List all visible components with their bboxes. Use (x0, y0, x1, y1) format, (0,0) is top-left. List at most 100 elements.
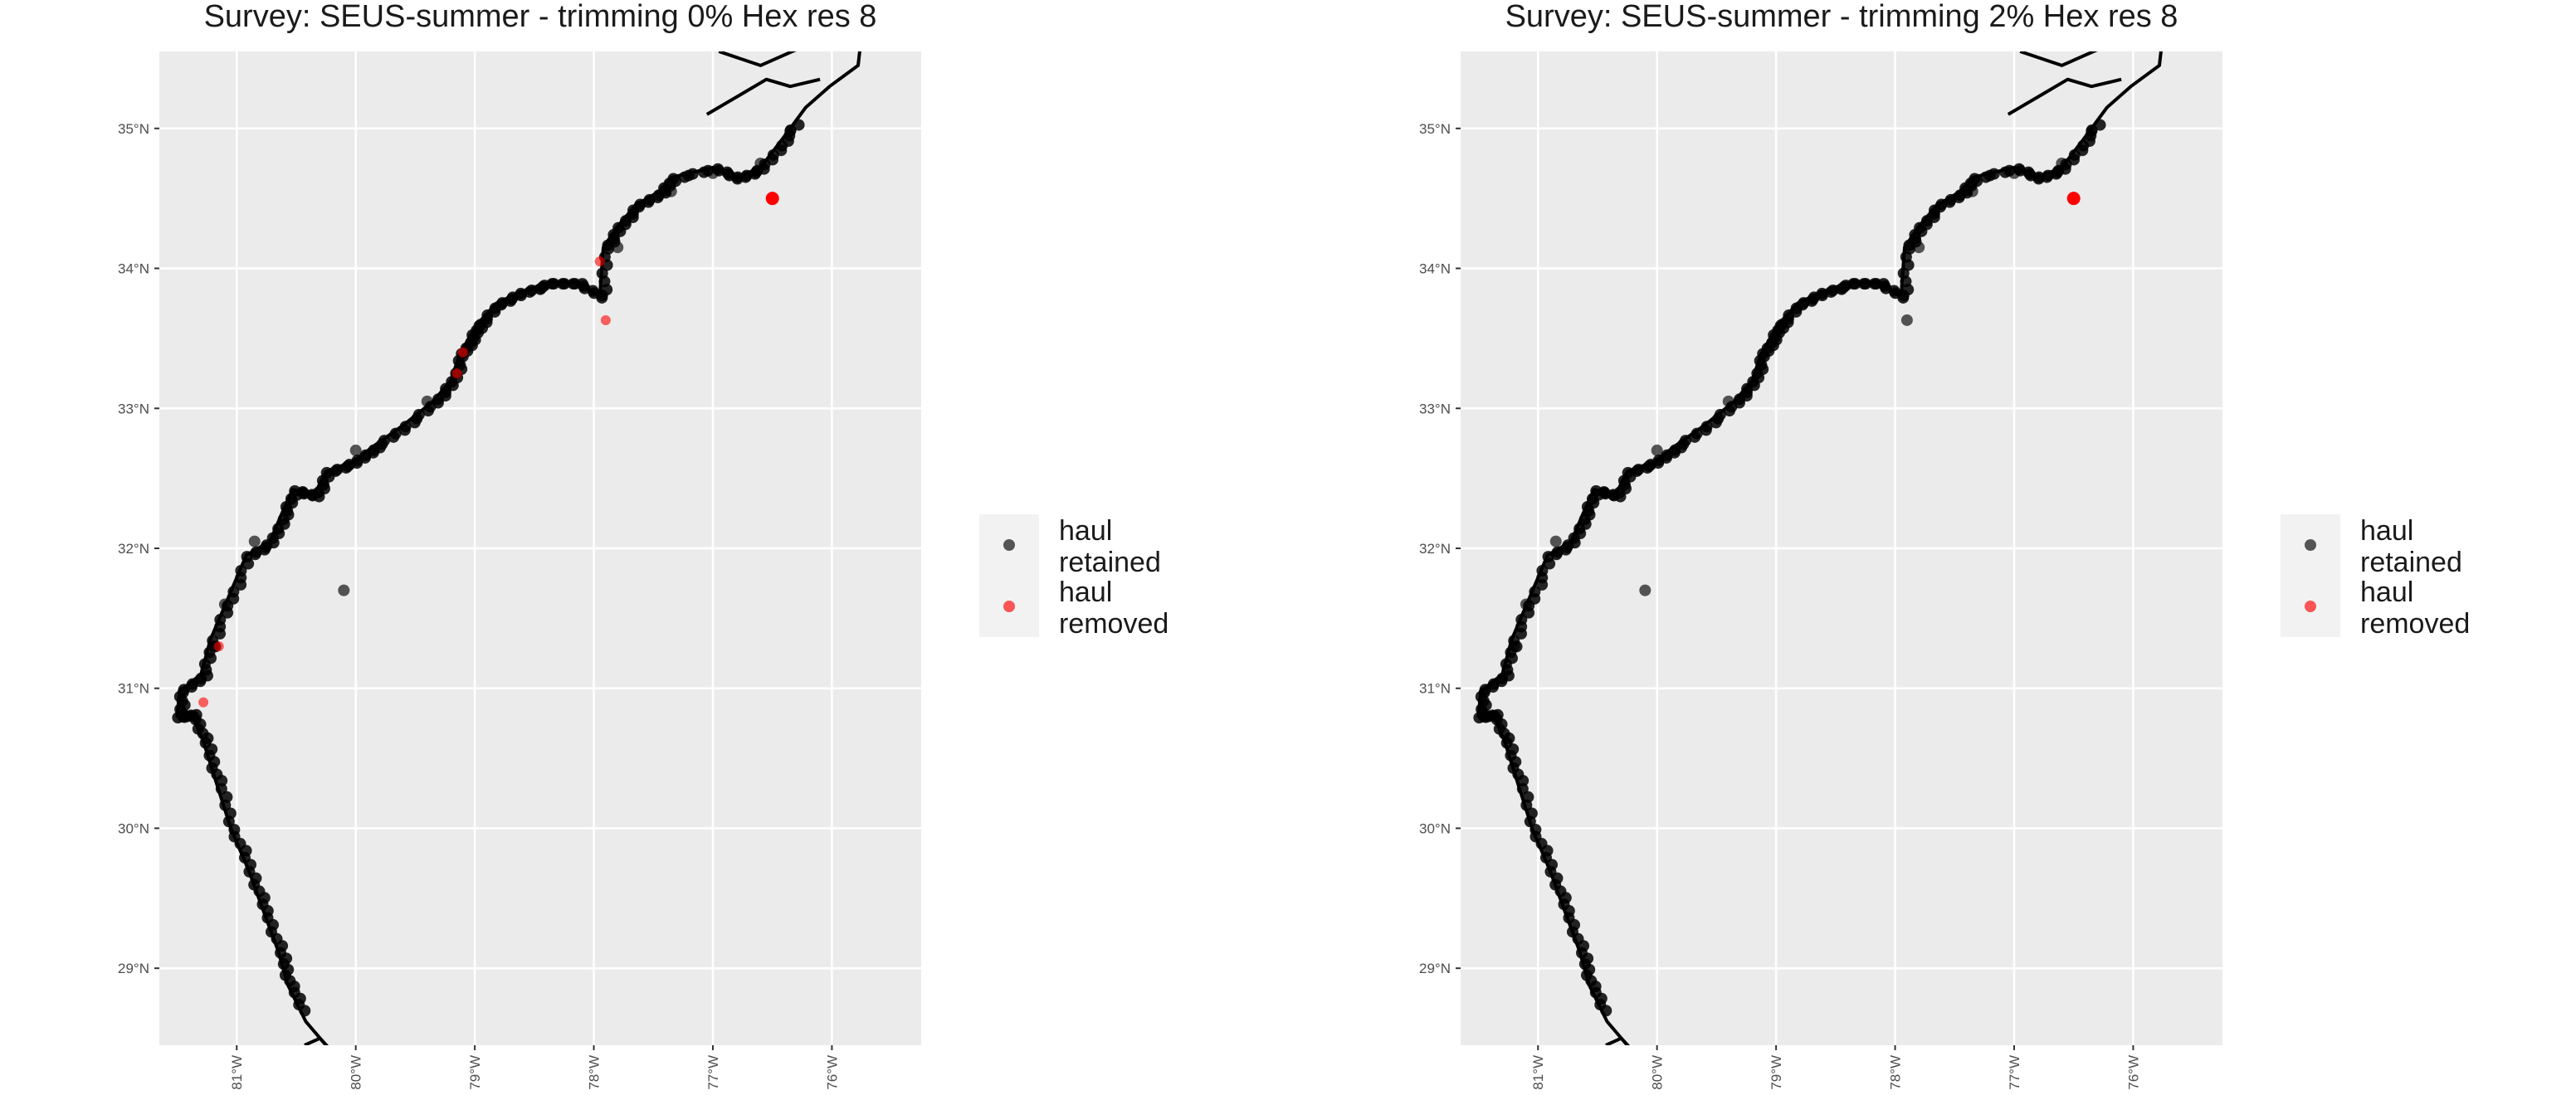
panel-title: Survey: SEUS-summer - trimming 2% Hex re… (1505, 0, 2178, 34)
lat-tick-label: 29°N (1419, 961, 1451, 976)
haul-point-retained (349, 444, 362, 456)
haul-point-removed (457, 347, 468, 358)
lon-tick-label: 76°W (2125, 1055, 2141, 1090)
haul-point-removed (600, 314, 611, 325)
map-panel-1: Survey: SEUS-summer - trimming 0% Hex re… (118, 0, 1168, 1090)
haul-point-retained (227, 586, 240, 598)
map-panel-2: Survey: SEUS-summer - trimming 2% Hex re… (1419, 0, 2470, 1090)
haul-point-retained (1816, 287, 1828, 299)
haul-point-retained (667, 173, 680, 185)
haul-point-retained (320, 466, 333, 479)
haul-point-retained (1522, 791, 1534, 803)
haul-point-retained (1722, 395, 1734, 407)
haul-point-retained (224, 807, 237, 820)
lat-tick-label: 31°N (1419, 681, 1451, 697)
lon-tick-label: 78°W (1888, 1055, 1904, 1090)
legend-label: haul (2360, 577, 2413, 608)
lat-tick-label: 34°N (1419, 261, 1451, 277)
haul-point-retained (1836, 283, 1847, 295)
coastline-feature (2019, 51, 2098, 67)
lon-tick-label: 81°W (1530, 1055, 1546, 1090)
haul-point-retained (1516, 782, 1529, 795)
haul-point-retained (534, 283, 546, 295)
haul-point-retained (1700, 421, 1713, 433)
lat-tick-label: 30°N (1419, 820, 1451, 836)
lon-tick-label: 77°W (2007, 1055, 2022, 1090)
haul-point-retained (548, 278, 560, 290)
lon-tick-label: 79°W (467, 1055, 483, 1090)
haul-point-retained (1529, 586, 1541, 598)
legend-label: removed (1059, 608, 1168, 640)
haul-point-removed (765, 192, 779, 206)
haul-point-retained (559, 278, 571, 290)
lon-tick-label: 78°W (587, 1055, 603, 1090)
map-layer (172, 51, 861, 1045)
haul-point-retained (706, 167, 719, 179)
haul-point-retained (1860, 278, 1872, 290)
haul-point-retained (331, 463, 344, 475)
legend-key-retained (2305, 539, 2316, 551)
haul-point-retained (1849, 278, 1861, 290)
lat-tick-label: 33°N (1419, 401, 1451, 416)
haul-point-retained (475, 319, 487, 331)
haul-point-retained (1690, 427, 1703, 440)
lat-tick-label: 35°N (118, 121, 149, 137)
haul-point-retained (1639, 584, 1651, 596)
haul-point-retained (421, 395, 433, 407)
haul-point-retained (1969, 173, 1981, 185)
haul-point-retained (1525, 807, 1538, 820)
haul-point-retained (221, 791, 233, 803)
haul-point-removed (594, 256, 605, 267)
haul-point-retained (2094, 119, 2106, 131)
lat-tick-label: 32°N (118, 541, 149, 557)
lat-tick-label: 34°N (118, 261, 149, 277)
lon-tick-label: 80°W (349, 1055, 364, 1090)
lat-tick-label: 33°N (118, 401, 149, 416)
lon-tick-label: 77°W (705, 1055, 721, 1090)
haul-point-retained (235, 564, 247, 577)
haul-point-removed (2066, 192, 2081, 206)
haul-point-retained (248, 535, 261, 548)
haul-point-retained (1776, 319, 1788, 331)
haul-point-retained (1714, 408, 1726, 421)
haul-point-retained (412, 408, 425, 421)
lon-tick-label: 76°W (824, 1055, 840, 1090)
legend-key-retained (1003, 539, 1015, 551)
haul-point-removed (213, 641, 224, 652)
haul-point-retained (784, 125, 797, 138)
haul-point-retained (686, 168, 699, 180)
haul-point-retained (1536, 564, 1549, 577)
lat-tick-label: 31°N (118, 681, 149, 697)
haul-point-retained (1508, 640, 1520, 653)
coastline-feature (718, 51, 797, 67)
legend-key-removed (1003, 601, 1015, 612)
haul-point-retained (525, 284, 538, 296)
haul-point-retained (228, 824, 241, 836)
lon-tick-label: 81°W (229, 1055, 245, 1090)
haul-point-retained (1520, 598, 1532, 611)
haul-point-retained (389, 427, 402, 440)
legend-label: haul (1059, 577, 1112, 608)
haul-point-retained (1988, 168, 2000, 180)
coastline-feature (1605, 1036, 1630, 1045)
legend-key-background (2281, 514, 2340, 637)
haul-point-retained (793, 119, 805, 131)
haul-point-retained (1632, 463, 1645, 475)
haul-point-retained (515, 287, 527, 299)
legend-label: haul (1059, 515, 1112, 547)
haul-point-retained (1913, 241, 1925, 254)
haul-point-removed (198, 697, 209, 708)
haul-point-retained (1827, 284, 1839, 296)
coastline-feature (2007, 77, 2122, 116)
haul-point-retained (2008, 167, 2020, 179)
haul-point-retained (1549, 535, 1562, 548)
lat-tick-label: 32°N (1419, 541, 1451, 557)
coastline-feature (304, 1036, 329, 1045)
haul-point-retained (1515, 614, 1528, 626)
map-layer (1473, 51, 2163, 1045)
coastline-feature (705, 77, 821, 116)
lat-tick-label: 29°N (118, 961, 149, 976)
haul-point-retained (218, 598, 231, 611)
